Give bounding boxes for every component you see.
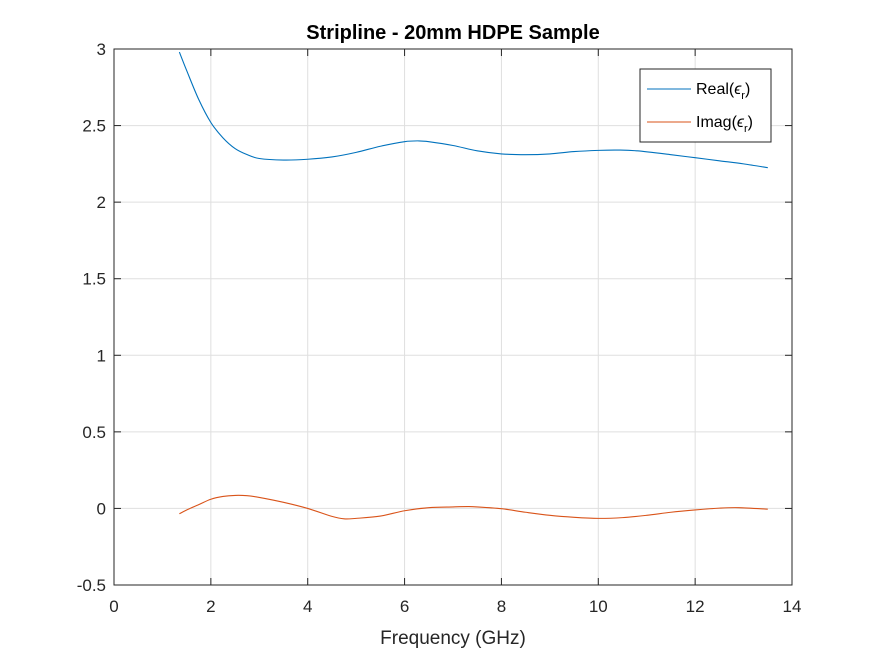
y-tick-label: -0.5 [77, 576, 106, 595]
legend-label-imag: Imag(ϵr) [696, 114, 753, 135]
y-tick-labels: -0.5 0 0.5 1 1.5 2 2.5 3 [77, 40, 106, 595]
x-tick-label: 4 [303, 597, 312, 616]
y-tick-label: 3 [97, 40, 106, 59]
y-tick-label: 2.5 [82, 117, 106, 136]
series-line-1 [179, 494, 768, 520]
chart-title: Stripline - 20mm HDPE Sample [306, 22, 599, 44]
y-tick-label: 1.5 [82, 270, 106, 289]
y-tick-label: 0 [97, 499, 106, 518]
y-tick-label: 0.5 [82, 423, 106, 442]
axes-box [113, 48, 793, 586]
series-line-0 [178, 51, 768, 169]
x-tick-label: 0 [109, 597, 118, 616]
y-tick-label: 2 [97, 193, 106, 212]
x-tick-label: 12 [686, 597, 705, 616]
x-tick-label: 8 [497, 597, 506, 616]
x-tick-label: 10 [589, 597, 608, 616]
ticks [113, 48, 793, 586]
x-tick-label: 6 [400, 597, 409, 616]
legend-label-real: Real(ϵr) [696, 81, 750, 102]
x-axis-label: Frequency (GHz) [380, 628, 526, 649]
x-tick-label: 14 [783, 597, 802, 616]
legend-box [639, 68, 772, 143]
x-tick-labels: 0 2 4 6 8 10 12 14 [109, 597, 801, 616]
legend: Real(ϵr) Imag(ϵr) [639, 68, 772, 143]
y-tick-label: 1 [97, 346, 106, 365]
series-group [178, 51, 768, 520]
x-tick-label: 2 [206, 597, 215, 616]
